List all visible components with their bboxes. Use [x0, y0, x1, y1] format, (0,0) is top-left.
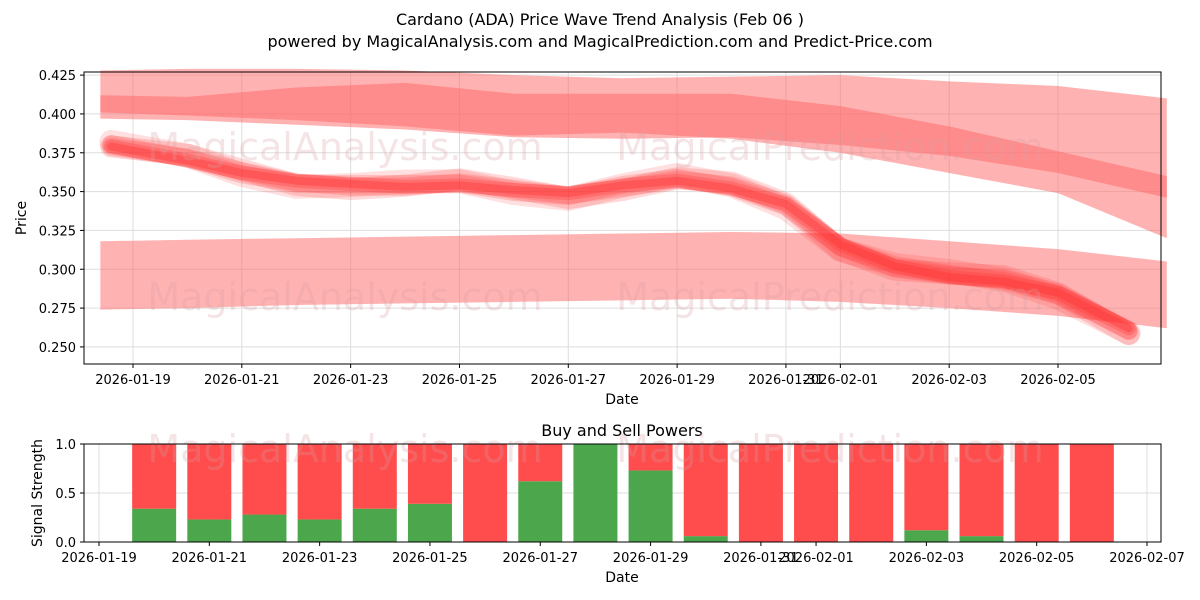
buy-bar — [187, 519, 232, 542]
watermark-right-bottom: MagicalPrediction.com — [616, 275, 1044, 319]
buy-bar — [573, 444, 618, 542]
price-y-tick-label: 0.400 — [39, 108, 76, 123]
price-x-tick-label: 2026-01-31 — [748, 373, 824, 388]
buy-bar — [628, 470, 673, 542]
price-band-2 — [100, 82, 1167, 239]
sell-bar — [1069, 444, 1114, 542]
price-trend-line — [104, 139, 1136, 336]
sell-bar — [683, 444, 728, 537]
sell-bar — [297, 444, 342, 520]
price-axes: 0.250 0.275 0.300 0.325 0.350 0.375 0.400 0.425… — [39, 69, 1096, 388]
power-x-tick-label: 2026-01-31 — [723, 551, 799, 566]
power-watermarks: MagicalAnalysis.com MagicalPrediction.co… — [147, 427, 1043, 471]
power-x-tick-label: 2026-02-01 — [778, 551, 854, 566]
buy-bar — [352, 508, 397, 542]
price-trend-line — [99, 130, 1141, 345]
watermark-left-top: MagicalAnalysis.com — [147, 125, 542, 169]
buy-bar — [407, 503, 452, 542]
sell-bar — [959, 444, 1004, 537]
sell-bar — [1014, 444, 1059, 542]
price-x-tick-label: 2026-02-03 — [911, 373, 987, 388]
watermark-left-bottom: MagicalAnalysis.com — [147, 275, 542, 319]
price-x-tick-label: 2026-01-27 — [531, 373, 607, 388]
watermark-power-right: MagicalPrediction.com — [616, 427, 1044, 471]
power-y-tick-label: 1.0 — [55, 438, 76, 453]
price-plot-frame — [83, 71, 1162, 365]
sell-bar — [518, 444, 563, 482]
power-x-tick-label: 2026-02-05 — [999, 551, 1075, 566]
power-axes: 0.0 0.5 1.0 2026-01-19 2026-01-21 2026-01-23 2… — [55, 438, 1184, 566]
sell-bar — [738, 444, 783, 542]
power-x-tick-label: 2026-02-03 — [889, 551, 965, 566]
price-y-tick-label: 0.250 — [39, 341, 76, 356]
price-trend — [99, 130, 1141, 346]
price-y-tick-label: 0.425 — [39, 69, 76, 84]
power-x-tick-label: 2026-01-19 — [61, 551, 137, 566]
sell-bar — [187, 444, 232, 520]
buy-bar — [683, 536, 728, 542]
price-y-tick-label: 0.325 — [39, 224, 76, 239]
watermark-power-left: MagicalAnalysis.com — [147, 427, 542, 471]
price-y-tick-label: 0.275 — [39, 302, 76, 317]
price-y-tick-label: 0.300 — [39, 263, 76, 278]
price-x-tick-label: 2026-01-21 — [204, 373, 280, 388]
price-y-tick-label: 0.375 — [39, 147, 76, 162]
price-x-tick-label: 2026-01-25 — [422, 373, 498, 388]
price-y-tick-label: 0.350 — [39, 186, 76, 201]
price-x-tick-label: 2026-02-05 — [1020, 373, 1096, 388]
power-x-tick-label: 2026-01-21 — [172, 551, 248, 566]
power-x-tick-label: 2026-02-07 — [1109, 551, 1185, 566]
price-watermarks: MagicalAnalysis.com MagicalPrediction.co… — [147, 125, 1043, 319]
price-trend-line — [102, 135, 1138, 340]
price-trend-line — [100, 135, 1140, 346]
watermark-right-top: MagicalPrediction.com — [616, 125, 1044, 169]
sell-bar — [904, 444, 949, 531]
price-band-3 — [100, 231, 1167, 329]
power-title: Buy and Sell Powers — [541, 421, 703, 440]
buy-bar — [242, 514, 287, 542]
power-x-label: Date — [605, 570, 638, 586]
power-y-tick-label: 0.0 — [55, 536, 76, 551]
price-bands — [100, 68, 1167, 329]
price-x-tick-label: 2026-01-23 — [313, 373, 389, 388]
power-x-tick-label: 2026-01-25 — [392, 551, 468, 566]
buy-bar — [518, 481, 563, 542]
price-trend-line — [102, 137, 1138, 341]
chart-title: Cardano (ADA) Price Wave Trend Analysis … — [396, 10, 804, 29]
price-y-label: Price — [14, 201, 30, 235]
sell-bar — [407, 444, 452, 504]
sell-bar — [132, 444, 177, 509]
buy-bar — [297, 519, 342, 542]
sell-bar — [628, 444, 673, 471]
power-y-label: Signal Strength — [30, 439, 46, 547]
sell-bar — [463, 444, 508, 542]
power-x-tick-label: 2026-01-29 — [613, 551, 689, 566]
sell-bar — [849, 444, 894, 542]
buy-bar — [132, 508, 177, 542]
price-x-tick-label: 2026-01-29 — [639, 373, 715, 388]
buy-bar — [959, 536, 1004, 542]
price-trend-line — [107, 142, 1133, 333]
power-x-tick-label: 2026-01-27 — [502, 551, 578, 566]
power-y-tick-label: 0.5 — [55, 487, 76, 502]
price-x-tick-label: 2026-02-01 — [803, 373, 879, 388]
chart-subtitle: powered by MagicalAnalysis.com and Magic… — [267, 32, 932, 51]
power-bars — [132, 444, 1114, 542]
sell-bar — [242, 444, 287, 515]
buy-bar — [904, 530, 949, 542]
price-x-label: Date — [605, 392, 638, 408]
sell-bar — [352, 444, 397, 509]
sell-bar — [794, 444, 839, 542]
price-x-tick-label: 2026-01-19 — [95, 373, 171, 388]
power-x-tick-label: 2026-01-23 — [282, 551, 358, 566]
